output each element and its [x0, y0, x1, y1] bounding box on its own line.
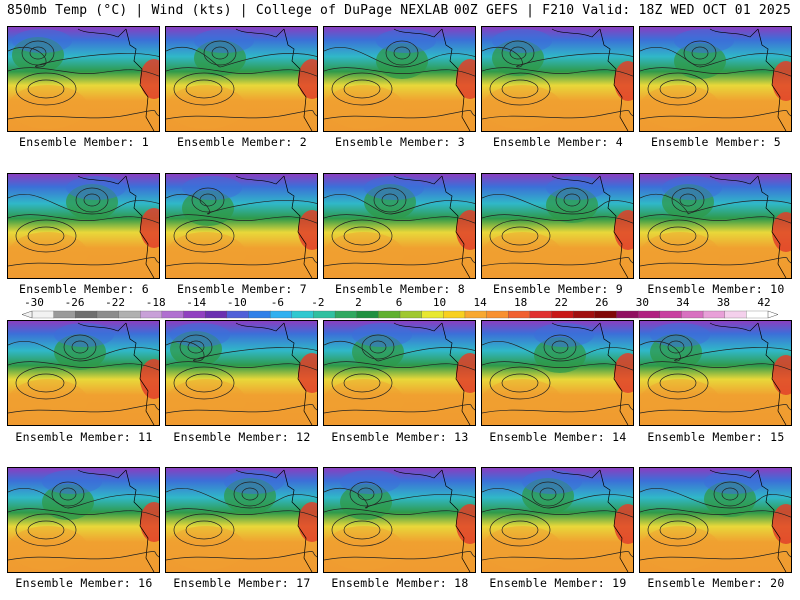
colorbar-swatch — [226, 310, 249, 319]
ensemble-member-label: Ensemble Member: 18 — [331, 576, 469, 590]
ensemble-map-panel — [481, 320, 634, 426]
ensemble-map-panel — [7, 320, 160, 426]
colorbar-tick-label: -14 — [186, 296, 207, 309]
colorbar-tick-label: -30 — [24, 296, 44, 309]
colorbar-tick-label: 38 — [716, 296, 731, 309]
colorbar-tick-label: -2 — [311, 296, 325, 309]
ensemble-map-panel — [481, 467, 634, 573]
run-valid-time: 00Z GEFS | F210 Valid: 18Z WED OCT 01 20… — [453, 3, 791, 18]
ensemble-map-panel — [639, 26, 792, 132]
colorbar-tick-label: -26 — [64, 296, 85, 309]
colorbar-swatch — [681, 310, 704, 319]
colorbar-tick-label: 10 — [432, 296, 447, 309]
colorbar-swatch — [378, 310, 401, 319]
colorbar-swatch — [486, 310, 509, 319]
colorbar-tick-label: 14 — [473, 296, 487, 309]
temperature-colorbar — [21, 310, 779, 319]
colorbar-swatch — [96, 310, 120, 319]
ensemble-member-label: Ensemble Member: 12 — [173, 430, 311, 444]
ensemble-map-panel — [7, 173, 160, 279]
ensemble-member-label: Ensemble Member: 16 — [15, 576, 153, 590]
ensemble-member-label: Ensemble Member: 7 — [176, 282, 308, 296]
ensemble-map-panel — [165, 26, 318, 132]
colorbar-tick-label: 18 — [514, 296, 528, 309]
colorbar-swatch — [291, 310, 314, 319]
ensemble-map-panel — [639, 173, 792, 279]
ensemble-member-label: Ensemble Member: 20 — [647, 576, 785, 590]
colorbar-tick-label: 22 — [554, 296, 568, 309]
colorbar-swatch — [594, 310, 617, 319]
ensemble-member-label: Ensemble Member: 5 — [650, 135, 782, 149]
ensemble-member-label: Ensemble Member: 2 — [176, 135, 308, 149]
colorbar-swatch — [140, 310, 163, 319]
colorbar-swatch — [659, 310, 682, 319]
ensemble-map-panel — [7, 467, 160, 573]
colorbar-tick-label: -10 — [226, 296, 247, 309]
ensemble-map-panel — [7, 26, 160, 132]
colorbar-tick-label: 30 — [635, 296, 649, 309]
colorbar-swatch — [248, 310, 271, 319]
colorbar-min-arrow — [21, 310, 33, 319]
colorbar-swatch — [356, 310, 379, 319]
colorbar-tick-label: 2 — [355, 296, 362, 309]
colorbar-swatch — [334, 310, 358, 319]
colorbar-swatch — [183, 310, 206, 319]
ensemble-member-label: Ensemble Member: 19 — [489, 576, 627, 590]
colorbar-swatch — [508, 310, 531, 319]
colorbar-swatch — [573, 310, 596, 319]
colorbar-tick-label: 26 — [595, 296, 609, 309]
colorbar-tick-label: -6 — [270, 296, 284, 309]
colorbar-swatch — [31, 310, 55, 319]
ensemble-map-panel — [639, 467, 792, 573]
colorbar-swatch — [205, 310, 228, 319]
colorbar-swatch — [269, 310, 293, 319]
colorbar-swatch — [724, 310, 747, 319]
colorbar-swatch — [702, 310, 726, 319]
colorbar-swatch — [637, 310, 661, 319]
ensemble-member-label: Ensemble Member: 4 — [492, 135, 624, 149]
colorbar-tick-label: 42 — [757, 296, 771, 309]
colorbar-swatch — [399, 310, 423, 319]
ensemble-member-label: Ensemble Member: 8 — [334, 282, 466, 296]
ensemble-map-panel — [323, 320, 476, 426]
ensemble-map-panel — [323, 26, 476, 132]
ensemble-map-panel — [165, 320, 318, 426]
ensemble-member-label: Ensemble Member: 11 — [15, 430, 153, 444]
colorbar-swatch — [161, 310, 184, 319]
ensemble-map-panel — [165, 173, 318, 279]
colorbar-swatch — [421, 310, 444, 319]
ensemble-member-label: Ensemble Member: 9 — [492, 282, 624, 296]
ensemble-map-panel — [481, 173, 634, 279]
colorbar-swatch — [616, 310, 639, 319]
colorbar-swatch — [551, 310, 574, 319]
colorbar-swatch — [443, 310, 466, 319]
colorbar-tick-label: 34 — [676, 296, 690, 309]
ensemble-member-label: Ensemble Member: 13 — [331, 430, 469, 444]
colorbar-swatch — [75, 310, 98, 319]
colorbar-swatch — [529, 310, 552, 319]
colorbar-max-arrow — [767, 310, 779, 319]
ensemble-map-panel — [165, 467, 318, 573]
ensemble-member-label: Ensemble Member: 3 — [334, 135, 466, 149]
ensemble-member-label: Ensemble Member: 6 — [18, 282, 150, 296]
ensemble-map-panel — [639, 320, 792, 426]
ensemble-member-label: Ensemble Member: 17 — [173, 576, 311, 590]
ensemble-member-label: Ensemble Member: 10 — [647, 282, 785, 296]
ensemble-member-label: Ensemble Member: 14 — [489, 430, 627, 444]
ensemble-member-label: Ensemble Member: 15 — [647, 430, 785, 444]
ensemble-map-panel — [481, 26, 634, 132]
ensemble-map-panel — [323, 173, 476, 279]
colorbar-swatch — [53, 310, 76, 319]
colorbar-swatch — [313, 310, 336, 319]
ensemble-member-label: Ensemble Member: 1 — [18, 135, 150, 149]
colorbar-tick-label: -22 — [105, 296, 126, 309]
colorbar-swatch — [464, 310, 488, 319]
colorbar-swatch — [746, 310, 769, 319]
map-title: 850mb Temp (°C) | Wind (kts) | College o… — [7, 3, 449, 18]
colorbar-tick-label: -18 — [145, 296, 166, 309]
ensemble-map-panel — [323, 467, 476, 573]
colorbar-tick-label: 6 — [395, 296, 403, 309]
colorbar-swatch — [118, 310, 141, 319]
